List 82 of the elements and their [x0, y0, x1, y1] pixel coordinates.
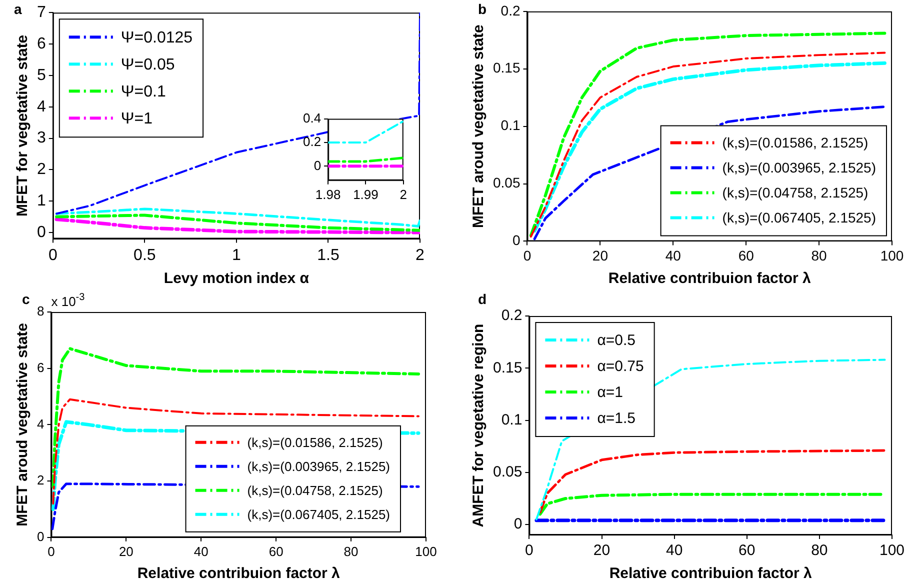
y-tick-label: 0.2 — [500, 2, 520, 18]
y-tick-label: 0 — [514, 516, 522, 533]
y-axis-title: MFET for vegetative state — [14, 34, 32, 217]
y-tick-label: 7 — [36, 4, 46, 22]
line-series — [52, 398, 420, 505]
legend-label: Ψ=1 — [120, 110, 153, 128]
x-tick-label: 20 — [593, 542, 610, 560]
legend-label: (k,s)=(0.003965, 2.1525) — [247, 458, 390, 474]
legend-label: (k,s)=(0.003965, 2.1525) — [722, 160, 876, 176]
y-tick-label: 4 — [36, 416, 44, 432]
y-tick-label: 0.1 — [500, 117, 520, 134]
x-axis-title: Levy motion index α — [164, 270, 310, 288]
legend-label: α=1.5 — [597, 410, 636, 428]
legend-label: (k,s)=(0.04758, 2.1525) — [247, 482, 383, 498]
y-tick-label: 2 — [36, 472, 44, 488]
x-tick-label: 40 — [194, 544, 208, 559]
x-tick-label: 80 — [344, 544, 358, 559]
chart-title: c — [22, 291, 30, 307]
y-axis-title: AMFET for vegetative region — [470, 324, 488, 528]
x-axis-title: Relative contribuion factor λ — [609, 565, 813, 582]
y-tick-label: 2 — [36, 161, 46, 178]
x-axis-title: Relative contribuion factor λ — [137, 565, 341, 582]
y-tick-label: 5 — [36, 66, 46, 84]
legend-label: (k,s)=(0.04758, 2.1525) — [722, 184, 868, 201]
x-tick-label: 40 — [665, 247, 682, 264]
y-tick-label: 0.05 — [493, 174, 520, 191]
legend-label: (k,s)=(0.01586, 2.1525) — [722, 134, 868, 151]
y-tick-label: 0.2 — [302, 134, 322, 150]
line-series — [538, 449, 886, 514]
legend-label: (k,s)=(0.01586, 2.1525) — [247, 434, 383, 450]
y-tick-label: 0 — [36, 528, 44, 544]
legend-label: (k,s)=(0.067405, 2.1525) — [722, 210, 876, 226]
legend-label: (k,s)=(0.067405, 2.1525) — [247, 506, 390, 522]
y-tick-label: 6 — [36, 35, 46, 52]
x-tick-label: 1.5 — [317, 246, 340, 264]
x-tick-label: 100 — [415, 544, 437, 559]
y-tick-label: 0.15 — [493, 60, 520, 76]
x-tick-label: 60 — [268, 544, 284, 559]
y-tick-label: 0 — [314, 158, 322, 173]
y-axis-title: MFET aroud vegetative state — [14, 323, 32, 526]
x-tick-label: 0 — [48, 246, 58, 264]
x-axis-title: Relative contribuion factor λ — [608, 270, 812, 288]
y-tick-label: 0 — [36, 224, 46, 241]
x-tick-label: 2 — [416, 246, 425, 264]
x-tick-label: 20 — [118, 544, 134, 559]
y-axis-title: MFET aroud vegetative state — [470, 24, 488, 228]
x-tick-label: 40 — [666, 542, 683, 560]
legend-label: α=1 — [597, 384, 623, 402]
legend-label: α=0.5 — [597, 332, 636, 350]
x-tick-label: 1.99 — [353, 186, 378, 202]
chart-title: d — [478, 291, 487, 307]
y-tick-label: 0 — [512, 232, 520, 248]
y-tick-label: 3 — [36, 130, 46, 147]
x-tick-label: 1.98 — [315, 186, 341, 202]
x-tick-label: 0.5 — [134, 246, 156, 264]
y-tick-label: 8 — [36, 304, 44, 319]
x-tick-label: 60 — [738, 542, 756, 560]
x-tick-label: 60 — [738, 247, 754, 264]
y-tick-label: 0.15 — [492, 359, 522, 376]
y-tick-label: 0.4 — [302, 110, 322, 126]
y-tick-label: 0.05 — [492, 464, 522, 481]
legend-label: Ψ=0.0125 — [120, 30, 193, 47]
legend-label: Ψ=0.05 — [120, 56, 175, 74]
x-tick-label: 100 — [880, 247, 904, 264]
legend-label: α=0.75 — [597, 358, 644, 376]
chart-title: b — [478, 1, 487, 17]
x-tick-label: 1 — [232, 246, 241, 264]
y-tick-label: 0.1 — [501, 411, 522, 428]
y-tick-label: 6 — [36, 360, 44, 375]
legend-label: Ψ=0.1 — [120, 84, 166, 101]
y-tick-label: 0.2 — [501, 307, 522, 324]
x-tick-label: 100 — [879, 542, 905, 560]
x-tick-label: 0 — [525, 542, 534, 560]
x-tick-label: 20 — [592, 247, 608, 264]
line-series — [54, 218, 420, 234]
chart-title: a — [14, 1, 22, 17]
x-tick-label: 80 — [811, 542, 828, 560]
x-tick-label: 2 — [400, 186, 407, 202]
y-tick-label: 4 — [36, 98, 46, 116]
line-series — [55, 214, 420, 232]
x-tick-label: 80 — [811, 247, 828, 264]
line-series — [55, 208, 420, 228]
